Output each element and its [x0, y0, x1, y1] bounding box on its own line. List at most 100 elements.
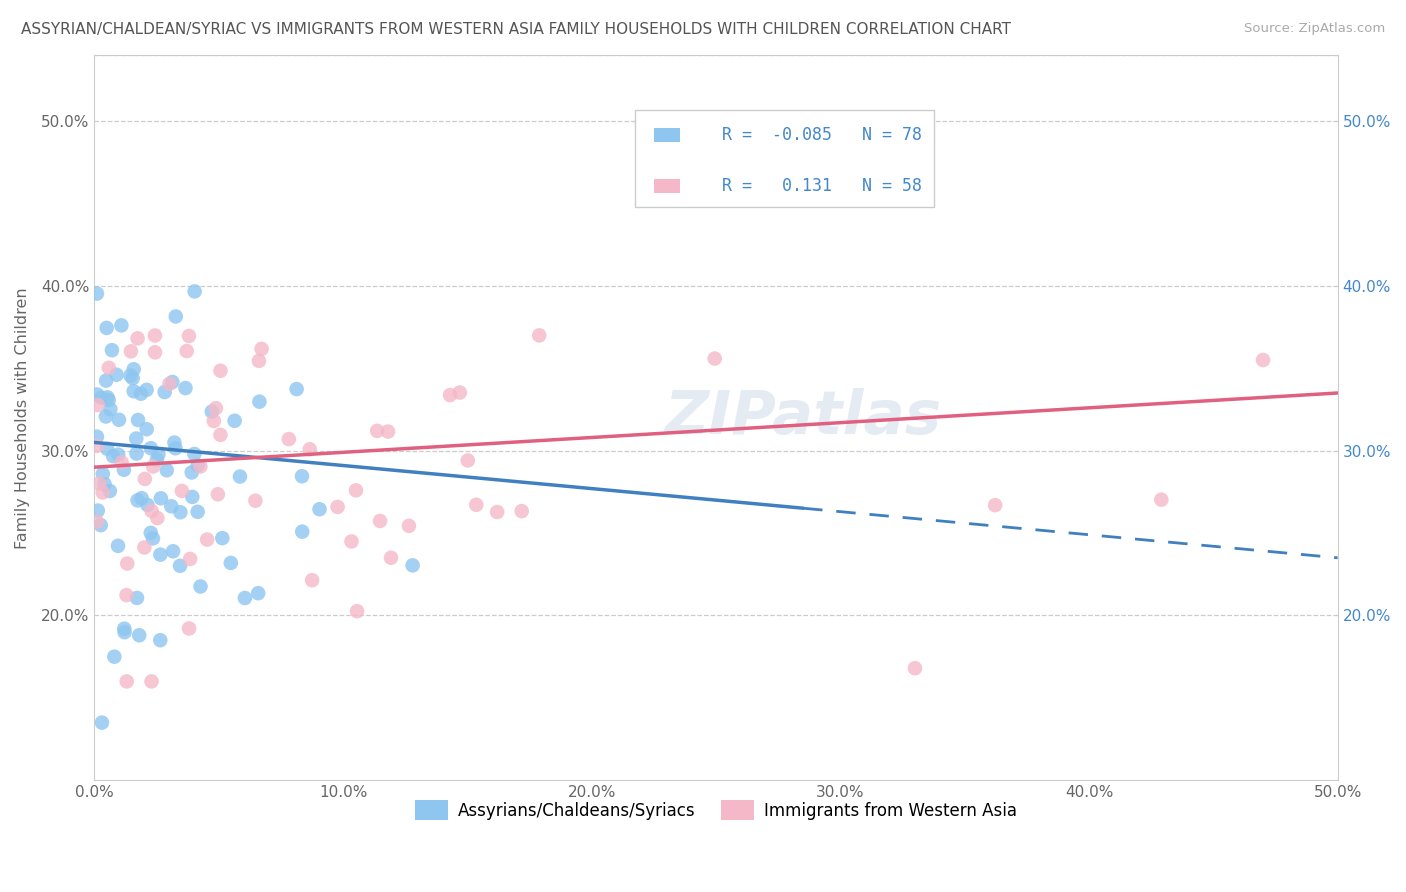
- Point: [285, 382, 308, 396]
- Point: [139, 525, 162, 540]
- Point: [135, 383, 157, 397]
- Point: [86, 515, 108, 529]
- Point: [121, 371, 143, 385]
- Point: [174, 381, 197, 395]
- Point: [368, 514, 391, 528]
- Point: [153, 384, 176, 399]
- Point: [97, 392, 120, 407]
- Point: [340, 534, 363, 549]
- Point: [91, 467, 114, 481]
- Point: [127, 413, 149, 427]
- Point: [277, 432, 299, 446]
- Point: [1150, 492, 1173, 507]
- Point: [141, 504, 163, 518]
- Point: [139, 441, 162, 455]
- Point: [135, 422, 157, 436]
- Text: Source: ZipAtlas.com: Source: ZipAtlas.com: [1244, 22, 1385, 36]
- Point: [89, 476, 111, 491]
- Point: [301, 573, 323, 587]
- Point: [87, 503, 110, 517]
- Point: [308, 502, 330, 516]
- Point: [291, 524, 314, 539]
- Point: [127, 331, 149, 345]
- Point: [120, 344, 142, 359]
- Point: [142, 532, 165, 546]
- Point: [486, 505, 509, 519]
- Point: [156, 463, 179, 477]
- Point: [86, 286, 108, 301]
- Y-axis label: Family Households with Children: Family Households with Children: [15, 287, 30, 549]
- Point: [134, 541, 156, 555]
- Point: [165, 310, 187, 324]
- Point: [86, 430, 108, 444]
- Point: [181, 490, 204, 504]
- Point: [346, 604, 368, 618]
- Point: [96, 442, 118, 456]
- Point: [162, 375, 184, 389]
- Point: [202, 414, 225, 428]
- Point: [90, 715, 112, 730]
- Text: R =  -0.085   N = 78: R = -0.085 N = 78: [723, 126, 922, 144]
- Point: [229, 469, 252, 483]
- Point: [110, 318, 132, 333]
- Point: [169, 558, 191, 573]
- Point: [219, 556, 242, 570]
- Point: [211, 531, 233, 545]
- Point: [149, 548, 172, 562]
- Legend: Assyrians/Chaldeans/Syriacs, Immigrants from Western Asia: Assyrians/Chaldeans/Syriacs, Immigrants …: [408, 794, 1024, 826]
- Point: [180, 466, 202, 480]
- Point: [108, 413, 131, 427]
- Point: [439, 388, 461, 402]
- Point: [107, 448, 129, 462]
- Point: [205, 401, 228, 416]
- Point: [250, 342, 273, 356]
- Point: [91, 485, 114, 500]
- Point: [247, 354, 270, 368]
- Point: [112, 463, 135, 477]
- Point: [159, 376, 181, 391]
- Point: [98, 483, 121, 498]
- Point: [94, 409, 117, 424]
- Point: [170, 483, 193, 498]
- Point: [96, 321, 118, 335]
- Point: [93, 477, 115, 491]
- Point: [162, 544, 184, 558]
- Point: [457, 453, 479, 467]
- Point: [128, 628, 150, 642]
- Point: [249, 394, 271, 409]
- Point: [143, 328, 166, 343]
- Point: [224, 414, 246, 428]
- Point: [148, 447, 170, 461]
- Point: [160, 500, 183, 514]
- Point: [377, 425, 399, 439]
- Point: [179, 552, 201, 566]
- Point: [510, 504, 533, 518]
- Point: [984, 498, 1007, 512]
- Point: [129, 386, 152, 401]
- Point: [110, 456, 132, 470]
- Point: [125, 447, 148, 461]
- Point: [176, 344, 198, 359]
- FancyBboxPatch shape: [654, 128, 681, 142]
- Point: [90, 518, 112, 533]
- Point: [183, 285, 205, 299]
- Point: [86, 387, 108, 401]
- Point: [366, 424, 388, 438]
- Point: [529, 328, 551, 343]
- Point: [149, 633, 172, 648]
- Point: [149, 491, 172, 506]
- Point: [190, 459, 212, 474]
- Point: [115, 588, 138, 602]
- Point: [344, 483, 367, 498]
- Point: [136, 498, 159, 512]
- FancyBboxPatch shape: [636, 110, 934, 208]
- Point: [201, 404, 224, 418]
- Point: [904, 661, 927, 675]
- Point: [298, 442, 321, 457]
- Point: [112, 622, 135, 636]
- Point: [114, 625, 136, 640]
- Text: ASSYRIAN/CHALDEAN/SYRIAC VS IMMIGRANTS FROM WESTERN ASIA FAMILY HOUSEHOLDS WITH : ASSYRIAN/CHALDEAN/SYRIAC VS IMMIGRANTS F…: [21, 22, 1011, 37]
- Point: [1251, 353, 1274, 368]
- Point: [115, 674, 138, 689]
- Point: [169, 505, 191, 519]
